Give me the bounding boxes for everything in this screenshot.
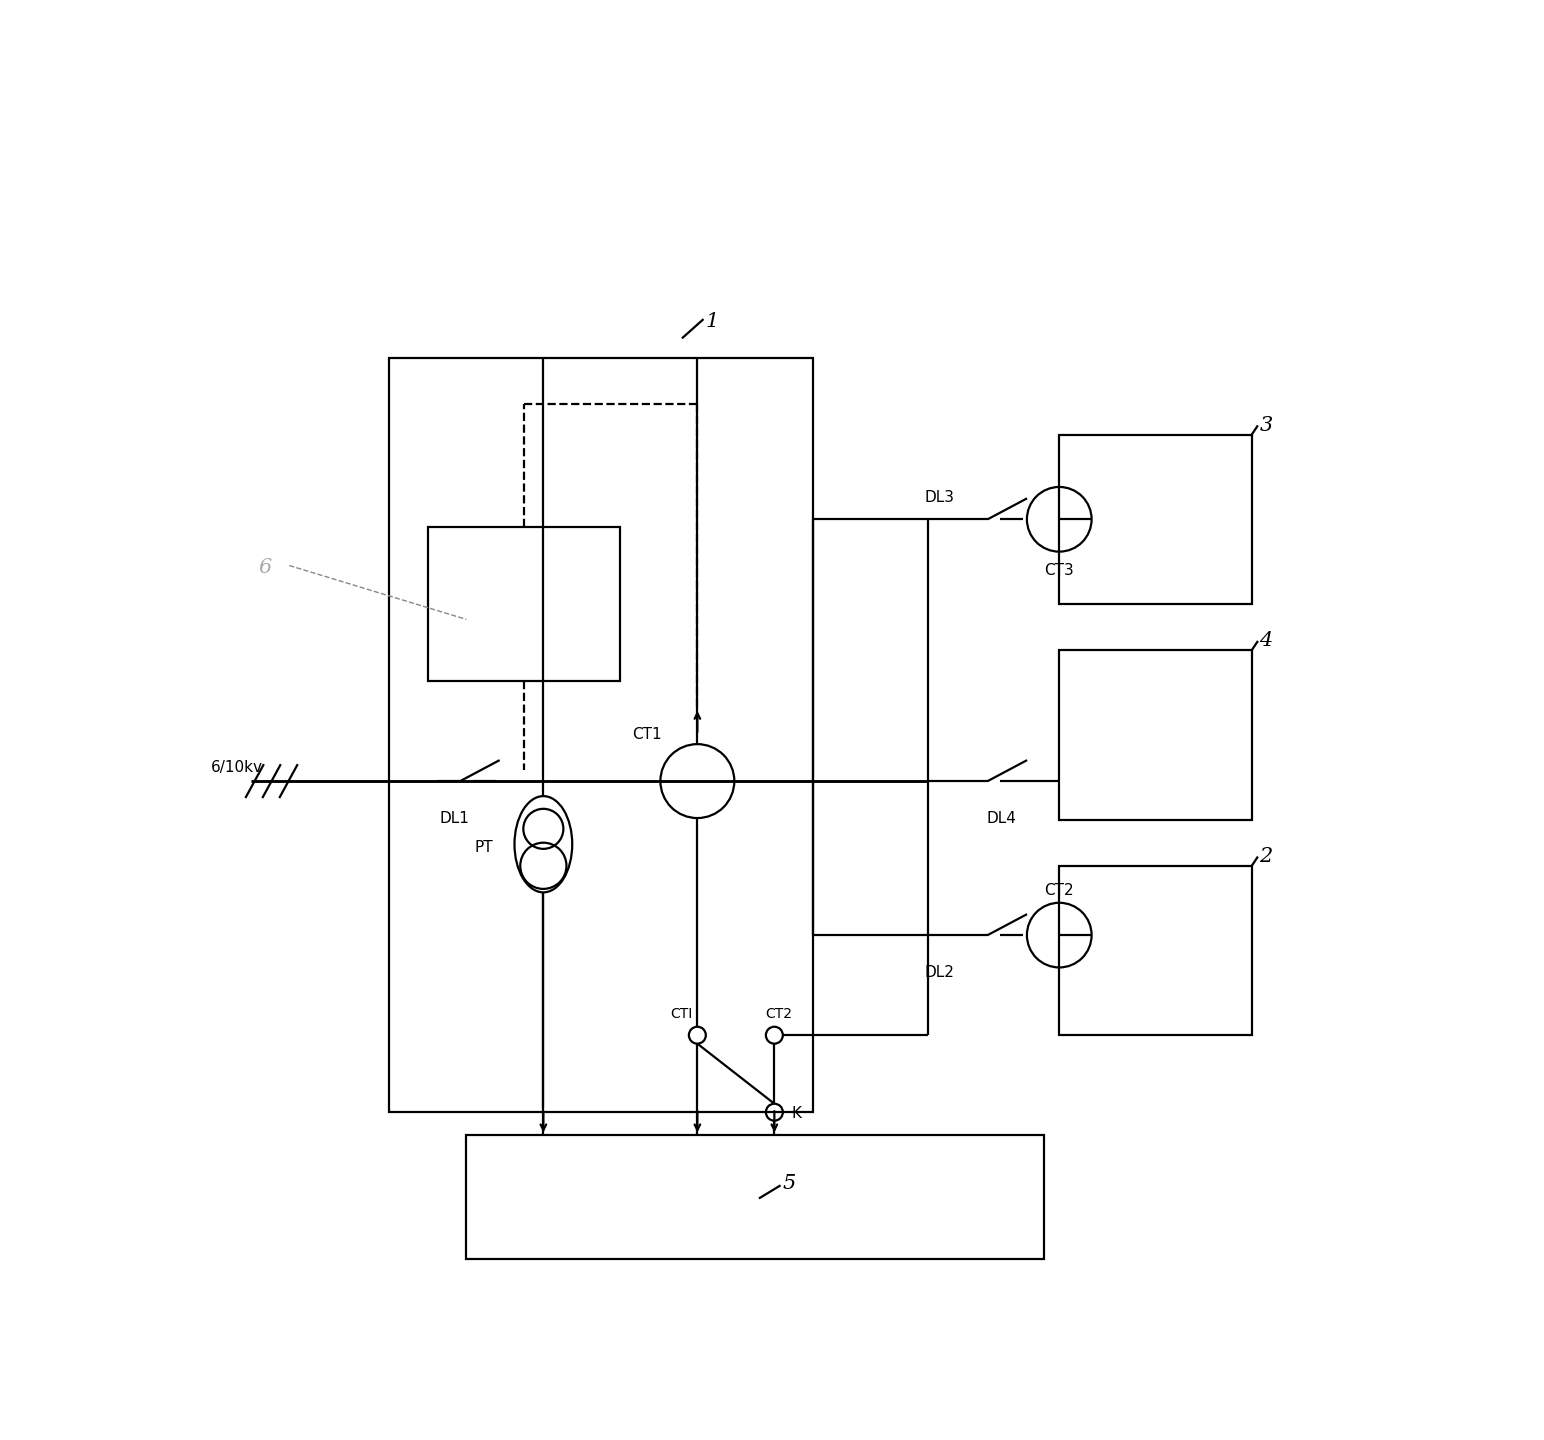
Text: 4: 4: [1260, 631, 1272, 651]
Text: DL1: DL1: [440, 812, 469, 827]
Text: CT2: CT2: [766, 1007, 792, 1021]
Text: 6/10kv: 6/10kv: [210, 760, 262, 775]
Text: 3: 3: [1260, 416, 1272, 435]
Bar: [389, 357, 812, 1112]
Text: DL2: DL2: [925, 965, 954, 981]
Text: DL3: DL3: [925, 491, 954, 505]
Text: 5: 5: [783, 1174, 795, 1194]
Text: CT3: CT3: [1044, 563, 1073, 577]
Text: CT1: CT1: [631, 727, 661, 742]
Text: DL4: DL4: [987, 812, 1016, 827]
Bar: [466, 1135, 1044, 1259]
Bar: [428, 527, 621, 681]
Text: CTI: CTI: [670, 1007, 693, 1021]
Bar: [1059, 435, 1252, 603]
Text: K: K: [792, 1106, 801, 1122]
Text: PT: PT: [474, 840, 493, 855]
Text: 2: 2: [1260, 847, 1272, 865]
Text: 1: 1: [706, 312, 718, 331]
Bar: [1059, 865, 1252, 1035]
Bar: [1059, 651, 1252, 819]
Text: CT2: CT2: [1044, 883, 1073, 899]
Text: 6: 6: [258, 559, 272, 577]
